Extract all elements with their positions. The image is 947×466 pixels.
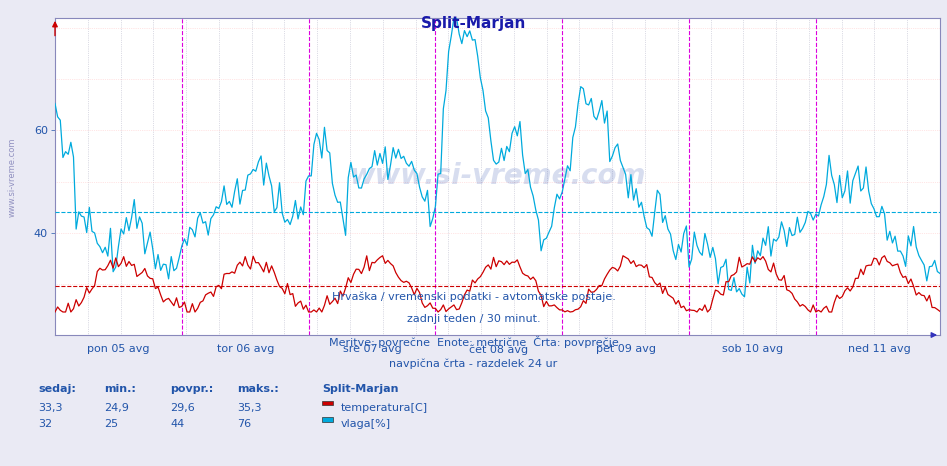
Text: maks.:: maks.: <box>237 384 278 394</box>
Text: vlaga[%]: vlaga[%] <box>341 419 391 429</box>
Text: čet 08 avg: čet 08 avg <box>470 344 528 355</box>
Text: pon 05 avg: pon 05 avg <box>87 344 150 354</box>
Text: www.si-vreme.com: www.si-vreme.com <box>8 137 17 217</box>
Text: 24,9: 24,9 <box>104 403 129 413</box>
Text: sob 10 avg: sob 10 avg <box>722 344 783 354</box>
Text: temperatura[C]: temperatura[C] <box>341 403 428 413</box>
Text: Meritve: povrečne  Enote: metrične  Črta: povprečje: Meritve: povrečne Enote: metrične Črta: … <box>329 336 618 348</box>
Text: Split-Marjan: Split-Marjan <box>322 384 399 394</box>
Text: 25: 25 <box>104 419 118 429</box>
Text: sedaj:: sedaj: <box>38 384 76 394</box>
Text: povpr.:: povpr.: <box>170 384 214 394</box>
Text: 33,3: 33,3 <box>38 403 63 413</box>
Text: ned 11 avg: ned 11 avg <box>848 344 911 354</box>
Text: tor 06 avg: tor 06 avg <box>217 344 274 354</box>
Text: 44: 44 <box>170 419 185 429</box>
Text: 76: 76 <box>237 419 251 429</box>
Text: navpična črta - razdelek 24 ur: navpična črta - razdelek 24 ur <box>389 358 558 369</box>
Text: sre 07 avg: sre 07 avg <box>343 344 402 354</box>
Text: zadnji teden / 30 minut.: zadnji teden / 30 minut. <box>406 314 541 323</box>
Text: 29,6: 29,6 <box>170 403 195 413</box>
Text: www.si-vreme.com: www.si-vreme.com <box>349 163 646 191</box>
Text: min.:: min.: <box>104 384 136 394</box>
Text: Hrvaška / vremenski podatki - avtomatske postaje.: Hrvaška / vremenski podatki - avtomatske… <box>331 291 616 302</box>
Text: 32: 32 <box>38 419 52 429</box>
Text: Split-Marjan: Split-Marjan <box>420 16 527 31</box>
Text: 35,3: 35,3 <box>237 403 261 413</box>
Text: pet 09 avg: pet 09 avg <box>596 344 655 354</box>
